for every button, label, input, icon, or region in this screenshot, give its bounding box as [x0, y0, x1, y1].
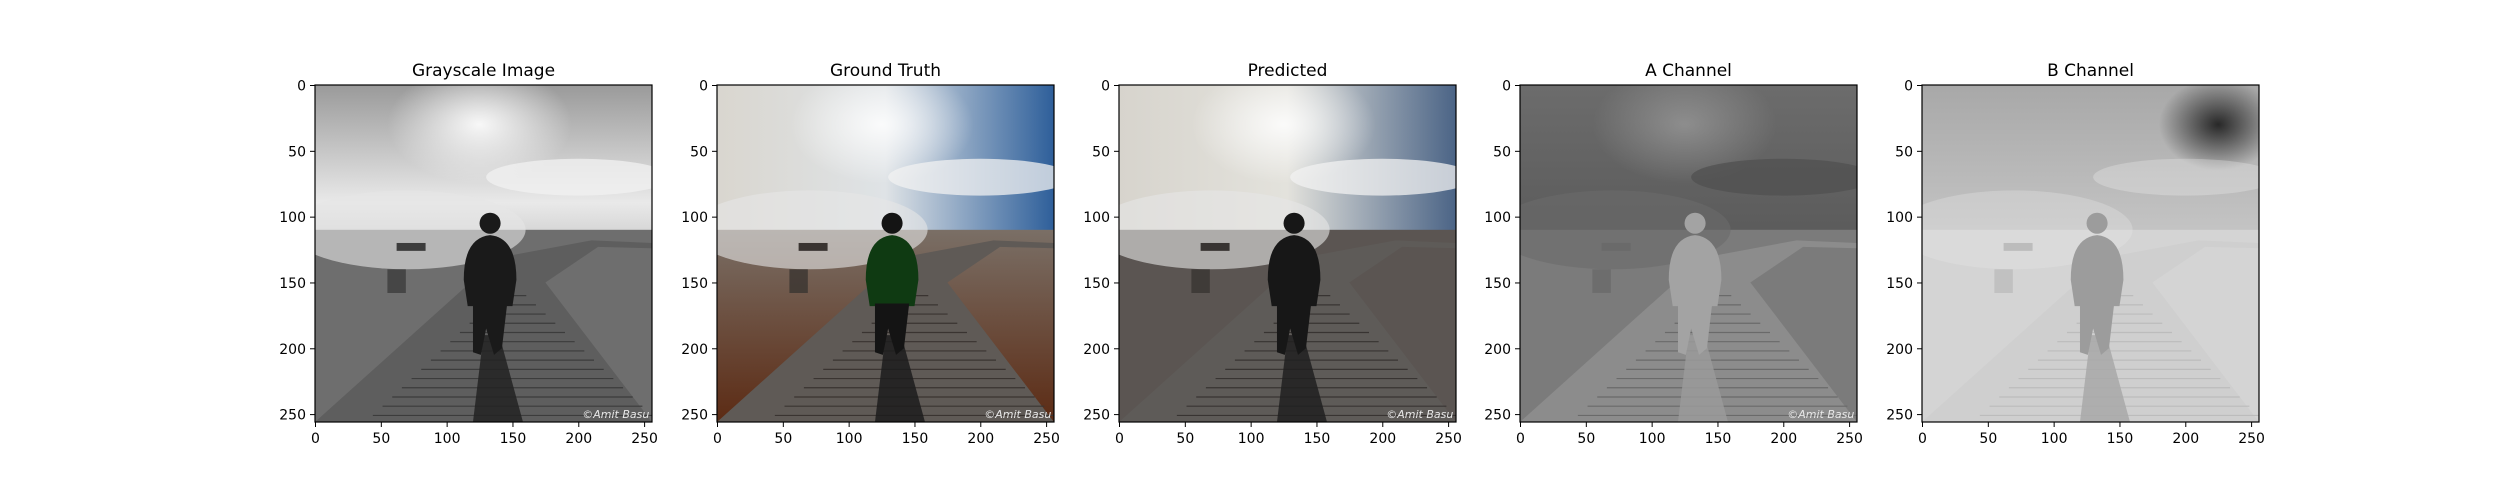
x-tick-label: 200	[565, 431, 592, 447]
x-tick-label: 100	[1238, 431, 1265, 447]
x-tick-label: 100	[836, 431, 863, 447]
panel-image: ©Amit Basu	[315, 85, 652, 422]
x-tick-label: 150	[1304, 431, 1331, 447]
y-tick-label: 200	[1083, 342, 1110, 358]
panel-grayscale: Grayscale Image ©Amit Basu 0 50 100 150 200 250…	[279, 61, 658, 447]
panel-image	[1922, 85, 2259, 422]
axes-frame	[1519, 84, 1858, 423]
axes-frame	[716, 84, 1055, 423]
y-tick-label: 150	[279, 276, 306, 292]
y-tick-label: 0	[1904, 79, 1913, 95]
y-tick-label: 50	[288, 144, 306, 160]
x-tick-label: 150	[1705, 431, 1732, 447]
x-tick-label: 250	[1836, 431, 1863, 447]
y-tick-label: 50	[1895, 144, 1913, 160]
panel-image: ©Amit Basu	[1119, 85, 1456, 422]
x-tick-label: 50	[1176, 431, 1194, 447]
x-tick-label: 250	[1033, 431, 1060, 447]
x-tick-label: 50	[372, 431, 390, 447]
y-tick-label: 0	[1101, 79, 1110, 95]
axes-frame	[1118, 84, 1457, 423]
panel-title: Predicted	[1248, 61, 1328, 81]
x-tick-label: 150	[2107, 431, 2134, 447]
panel-predicted: Predicted ©Amit Basu 0 50 100 150 200 250 0 50 100…	[1083, 61, 1462, 447]
panel-image: ©Amit Basu	[717, 85, 1054, 422]
y-tick-label: 100	[1886, 210, 1913, 226]
y-tick-label: 150	[1484, 276, 1511, 292]
x-tick-label: 0	[311, 431, 320, 447]
x-tick-label: 250	[631, 431, 658, 447]
y-tick-label: 0	[699, 79, 708, 95]
x-tick-label: 250	[1435, 431, 1462, 447]
watermark-text: ©Amit Basu	[1787, 408, 1854, 421]
y-tick-label: 100	[681, 210, 708, 226]
watermark-text: ©Amit Basu	[582, 408, 649, 421]
watermark-text: ©Amit Basu	[1386, 408, 1453, 421]
x-tick-label: 200	[1369, 431, 1396, 447]
x-tick-label: 0	[713, 431, 722, 447]
panel-title: B Channel	[2047, 61, 2134, 81]
x-tick-label: 0	[1516, 431, 1525, 447]
y-tick-label: 0	[1502, 79, 1511, 95]
y-tick-label: 100	[1484, 210, 1511, 226]
y-tick-label: 250	[1484, 408, 1511, 424]
x-tick-label: 150	[500, 431, 527, 447]
y-tick-label: 200	[279, 342, 306, 358]
x-tick-label: 150	[902, 431, 929, 447]
y-tick-label: 100	[279, 210, 306, 226]
y-tick-label: 200	[1484, 342, 1511, 358]
panel-title: Grayscale Image	[412, 61, 555, 81]
y-tick-label: 250	[1886, 408, 1913, 424]
x-tick-label: 50	[774, 431, 792, 447]
x-tick-label: 100	[434, 431, 461, 447]
y-tick-label: 200	[1886, 342, 1913, 358]
x-tick-label: 200	[967, 431, 994, 447]
x-tick-label: 50	[1979, 431, 1997, 447]
y-tick-label: 250	[681, 408, 708, 424]
panel-b-channel: B Channel 0 50 100 150 200 250 0 50 100 150 200 250	[1886, 61, 2265, 447]
panel-image: ©Amit Basu	[1520, 85, 1857, 422]
axes-frame	[314, 84, 653, 423]
panel-title: A Channel	[1645, 61, 1732, 81]
x-tick-label: 100	[1639, 431, 1666, 447]
x-tick-label: 0	[1115, 431, 1124, 447]
axes-frame	[1921, 84, 2260, 423]
x-tick-label: 0	[1918, 431, 1927, 447]
watermark-text: ©Amit Basu	[984, 408, 1051, 421]
y-tick-label: 150	[681, 276, 708, 292]
y-tick-label: 250	[1083, 408, 1110, 424]
y-tick-label: 150	[1083, 276, 1110, 292]
x-tick-label: 100	[2041, 431, 2068, 447]
panel-title: Ground Truth	[830, 61, 941, 81]
x-tick-label: 50	[1577, 431, 1595, 447]
panel-a-channel: A Channel ©Amit Basu 0 50 100 150 200 250 0 50 100…	[1484, 61, 1863, 447]
y-tick-label: 50	[690, 144, 708, 160]
y-tick-label: 50	[1493, 144, 1511, 160]
y-tick-label: 100	[1083, 210, 1110, 226]
y-tick-label: 250	[279, 408, 306, 424]
y-tick-label: 0	[297, 79, 306, 95]
y-tick-label: 200	[681, 342, 708, 358]
x-tick-label: 250	[2238, 431, 2265, 447]
x-tick-label: 200	[2172, 431, 2199, 447]
y-tick-label: 50	[1092, 144, 1110, 160]
panel-ground-truth: Ground Truth ©Amit Basu 0 50 100 150 200 250 0 50…	[681, 61, 1060, 447]
y-tick-label: 150	[1886, 276, 1913, 292]
x-tick-label: 200	[1770, 431, 1797, 447]
